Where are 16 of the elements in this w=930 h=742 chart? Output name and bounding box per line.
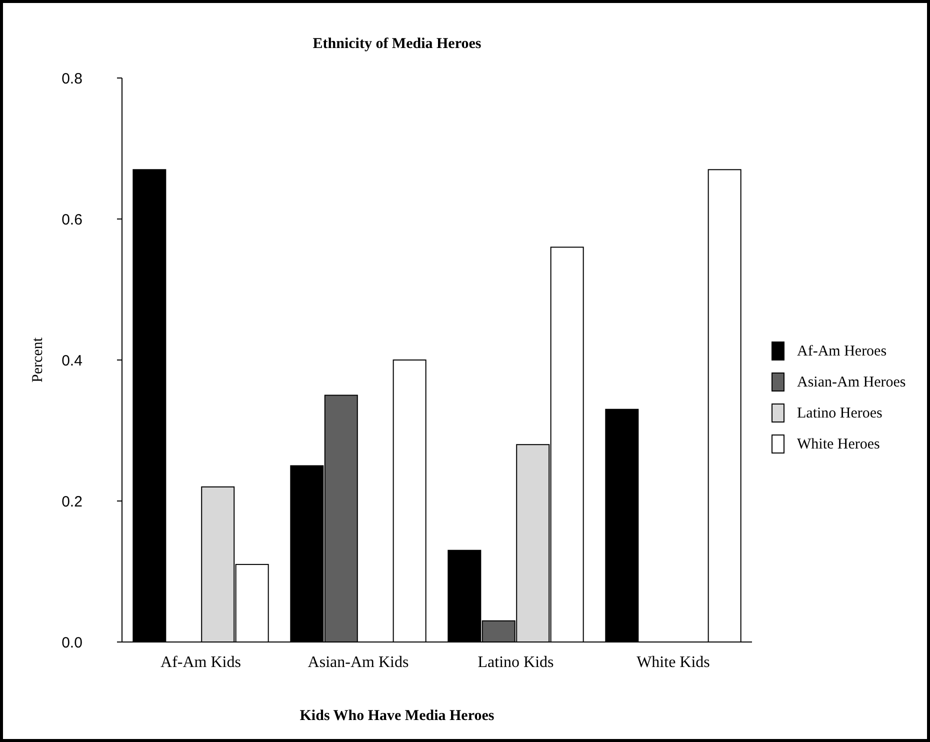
y-tick-label: 0.0 xyxy=(62,634,82,652)
y-tick-label: 0.4 xyxy=(62,352,82,370)
y-tick-label: 0.8 xyxy=(62,70,82,88)
x-tick-label: Latino Kids xyxy=(478,654,554,671)
legend-label: Af-Am Heroes xyxy=(797,343,887,360)
x-tick-label: Af-Am Kids xyxy=(160,654,241,671)
legend-label: White Heroes xyxy=(797,436,880,452)
x-axis-title: Kids Who Have Media Heroes xyxy=(300,708,494,724)
y-tick-label: 0.6 xyxy=(62,211,82,228)
y-tick-label: 0.2 xyxy=(62,493,82,510)
x-tick-label: Asian-Am Kids xyxy=(308,654,409,671)
legend-label: Latino Heroes xyxy=(797,405,883,422)
legend-label: Asian-Am Heroes xyxy=(797,374,906,390)
y-axis-title: Percent xyxy=(30,336,46,382)
x-tick-label: White Kids xyxy=(636,654,710,671)
chart-title: Ethnicity of Media Heroes xyxy=(312,36,482,52)
